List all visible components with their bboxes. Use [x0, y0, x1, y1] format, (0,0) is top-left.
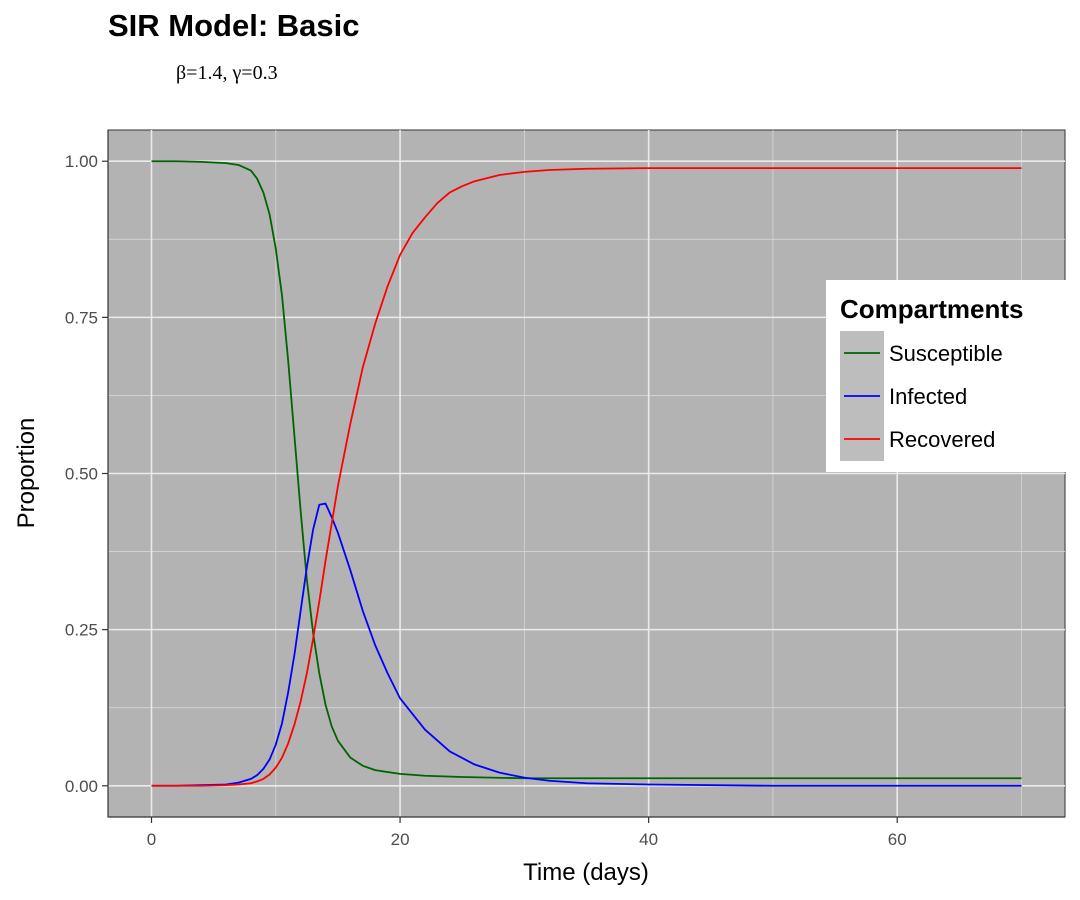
- legend-items: Susceptible Infected Recovered: [840, 331, 1003, 461]
- x-axis-title: Time (days): [523, 859, 649, 886]
- y-tick-label: 0.50: [65, 465, 98, 484]
- legend-label-susceptible: Susceptible: [889, 341, 1003, 366]
- y-tick-label: 1.00: [65, 152, 98, 171]
- chart-subtitle: β=1.4, γ=0.3: [176, 62, 278, 84]
- series-line-infected: [151, 502, 1022, 787]
- legend-label-recovered: Recovered: [889, 427, 995, 452]
- x-tick-label: 0: [147, 830, 156, 849]
- series-line-susceptible: [151, 160, 1022, 780]
- x-ticks: 0 20 40 60: [147, 817, 907, 849]
- legend: Compartments Susceptible Infected Recovere…: [826, 280, 1066, 472]
- y-tick-label: 0.00: [65, 777, 98, 796]
- legend-title: Compartments: [840, 294, 1023, 324]
- x-tick-label: 20: [391, 830, 410, 849]
- series-line-recovered: [151, 167, 1022, 787]
- x-tick-label: 40: [639, 830, 658, 849]
- y-axis-title: Proportion: [13, 418, 40, 529]
- y-tick-label: 0.25: [65, 621, 98, 640]
- y-ticks: 0.00 0.25 0.50 0.75 1.00: [65, 152, 108, 796]
- x-tick-label: 60: [888, 830, 907, 849]
- chart-title: SIR Model: Basic: [108, 8, 360, 43]
- series-layer: [151, 160, 1022, 787]
- y-tick-label: 0.75: [65, 308, 98, 327]
- legend-label-infected: Infected: [889, 384, 967, 409]
